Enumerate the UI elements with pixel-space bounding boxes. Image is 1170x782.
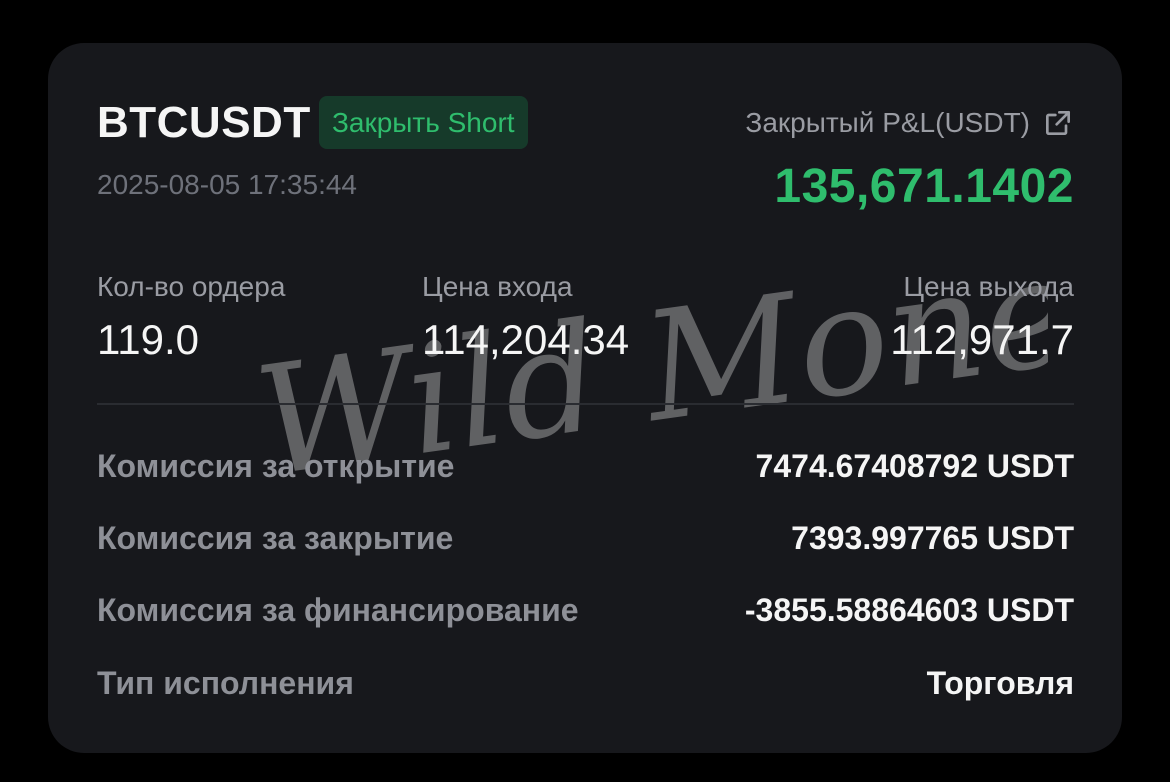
open-fee-value: 7474.67408792 USDT [755, 447, 1074, 484]
detail-row-close-fee: Комиссия за закрытие 7393.997765 USDT [97, 518, 1074, 558]
exec-type-value: Торговля [926, 664, 1074, 701]
exit-price-label: Цена выхода [903, 271, 1074, 302]
trade-timestamp: 2025-08-05 17:35:44 [97, 169, 357, 200]
detail-row-exec-type: Тип исполнения Торговля [97, 663, 1074, 703]
entry-price-value: 114,204.34 [422, 316, 630, 363]
section-divider [97, 403, 1074, 405]
closed-pnl-header[interactable]: Закрытый P&L(USDT) [745, 105, 1074, 141]
close-fee-label: Комиссия за закрытие [97, 519, 454, 556]
trade-detail-card: BTCUSDT Закрыть Short 2025-08-05 17:35:4… [48, 43, 1122, 753]
exit-price-value: 112,971.7 [890, 316, 1074, 363]
side-badge: Закрыть Short [319, 96, 528, 149]
close-fee-value: 7393.997765 USDT [791, 519, 1074, 556]
order-qty-label: Кол-во ордера [97, 271, 286, 302]
open-fee-label: Комиссия за открытие [97, 447, 455, 484]
symbol-title: BTCUSDT [97, 98, 311, 147]
funding-fee-label: Комиссия за финансирование [97, 591, 579, 628]
exit-price: Цена выхода 112,971.7 [890, 269, 1074, 365]
closed-pnl-value: 135,671.1402 [774, 160, 1074, 213]
order-qty: Кол-во ордера 119.0 [97, 269, 285, 365]
closed-pnl-label: Закрытый P&L(USDT) [745, 107, 1030, 138]
entry-price: Цена входа 114,204.34 [422, 269, 629, 365]
entry-price-label: Цена входа [422, 271, 573, 302]
detail-row-funding-fee: Комиссия за финансирование -3855.5886460… [97, 590, 1074, 630]
exec-type-label: Тип исполнения [97, 664, 354, 701]
detail-row-open-fee: Комиссия за открытие 7474.67408792 USDT [97, 446, 1074, 486]
funding-fee-value: -3855.58864603 USDT [744, 591, 1074, 628]
order-qty-value: 119.0 [97, 316, 199, 363]
external-link-icon[interactable] [1042, 107, 1074, 139]
